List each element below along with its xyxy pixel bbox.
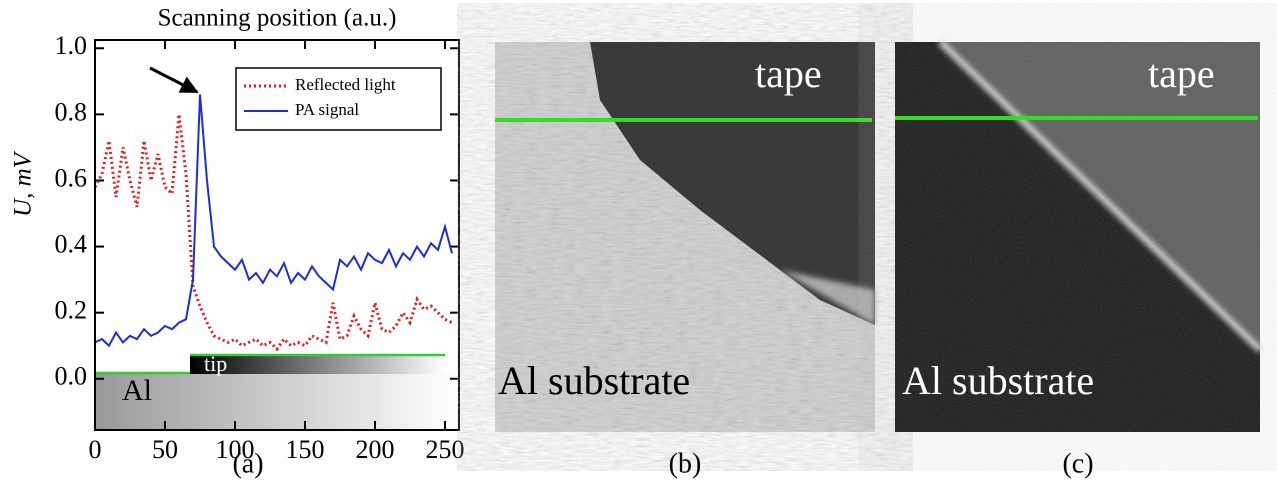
x-tick-label: 100 <box>216 435 255 464</box>
annotation: tip <box>204 351 227 376</box>
panel-label: (a) <box>232 448 263 479</box>
image-text: tape <box>755 51 822 96</box>
y-tick-label: 1.0 <box>55 31 88 60</box>
data-line <box>94 94 453 348</box>
plot-frame <box>94 39 460 431</box>
noise <box>895 42 1260 432</box>
image-text: Al substrate <box>902 358 1094 403</box>
x-tick-label: 250 <box>426 435 465 464</box>
x-tick-label: 200 <box>356 435 395 464</box>
x-axis-title: Scanning position (a.u.) <box>158 5 397 32</box>
x-tick-label: 0 <box>89 435 102 464</box>
tape-region <box>590 42 875 325</box>
y-tick-label: 0.4 <box>55 230 88 259</box>
y-tick-label: 0.0 <box>55 362 88 391</box>
legend: Reflected light PA signal <box>235 67 442 131</box>
al-region <box>95 372 459 430</box>
tip-region <box>190 356 445 374</box>
legend-box <box>235 67 442 131</box>
edge-glow <box>780 270 875 325</box>
legend-label: Reflected light <box>295 75 396 94</box>
arrow <box>149 66 199 94</box>
panel-label: (b) <box>669 448 702 479</box>
image-text: Al substrate <box>498 358 690 403</box>
y-tick-label: 0.6 <box>55 163 88 192</box>
y-tick-label: 0.8 <box>55 97 88 126</box>
data-line <box>93 114 453 352</box>
y-axis-title: U, mV <box>10 150 37 217</box>
image-c: tape Al substrate <box>895 39 1263 432</box>
annotation: Al <box>122 374 152 407</box>
legend-label: PA signal <box>295 100 359 119</box>
y-tick-label: 0.2 <box>55 296 88 325</box>
x-tick-label: 50 <box>152 435 178 464</box>
image-text: tape <box>1148 51 1215 96</box>
panel-label: (c) <box>1062 448 1093 479</box>
image-b: tape Al substrate <box>495 42 875 432</box>
x-tick-label: 150 <box>286 435 325 464</box>
